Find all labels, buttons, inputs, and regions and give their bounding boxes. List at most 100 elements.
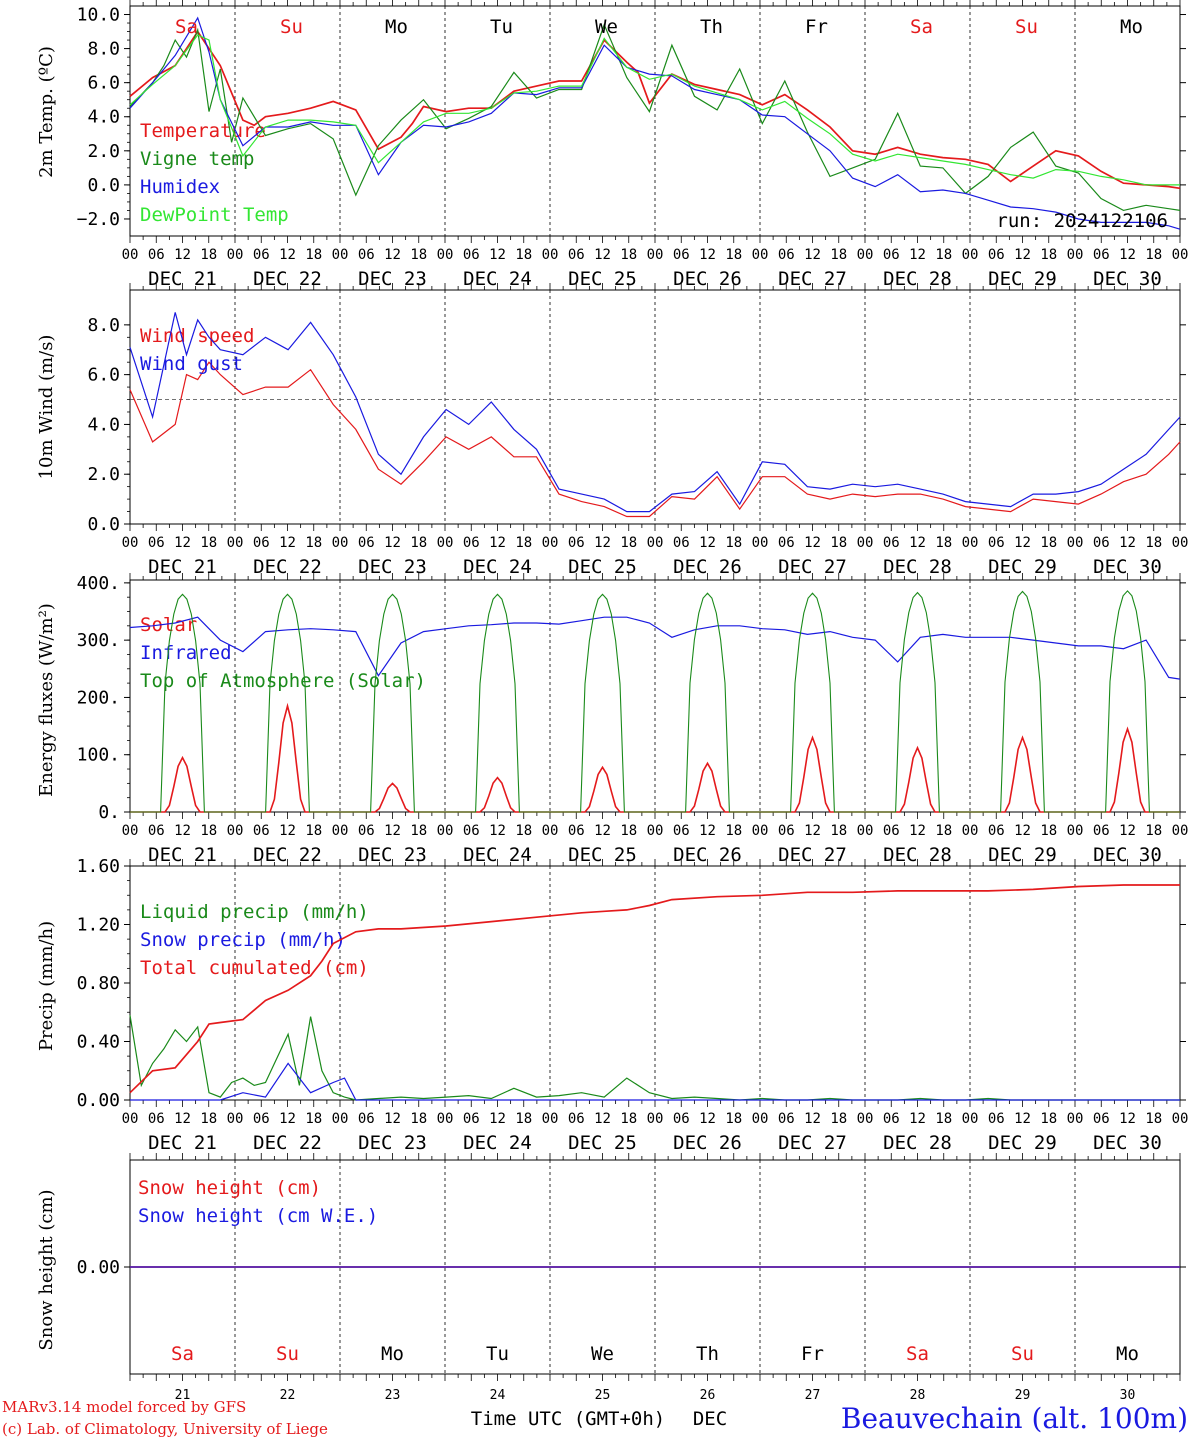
weekday-label: Tu <box>490 16 513 38</box>
x-day-label: DEC 23 <box>358 268 427 290</box>
x-hour-label: 18 <box>200 1111 217 1127</box>
x-day-label: DEC 30 <box>1093 844 1162 866</box>
x-hour-label: 18 <box>515 1111 532 1127</box>
x-day-label: DEC 28 <box>883 268 952 290</box>
x-day-label: DEC 23 <box>358 1132 427 1154</box>
y-tick-label: 8.0 <box>87 39 120 60</box>
weekday-label: We <box>591 1343 614 1365</box>
x-hour-label: 18 <box>305 1111 322 1127</box>
x-hour-label: 18 <box>935 1111 952 1127</box>
x-hour-label: 12 <box>804 823 821 839</box>
x-hour-label: 06 <box>673 247 690 263</box>
weekday-label: Th <box>700 16 723 38</box>
x-hour-label: 12 <box>174 247 191 263</box>
legend-entry: Infrared <box>140 642 232 664</box>
x-hour-label: 06 <box>778 823 795 839</box>
x-hour-label: 12 <box>699 823 716 839</box>
x-hour-label: 06 <box>883 823 900 839</box>
x-hour-label: 00 <box>1172 823 1189 839</box>
weekday-label: Fr <box>805 16 828 38</box>
y-axis-title: Precip (mm/h) <box>36 921 57 1051</box>
footer-model: MARv3.14 model forced by GFS <box>2 1398 246 1416</box>
x-hour-label: 06 <box>883 1111 900 1127</box>
weekday-label: Sa <box>910 16 933 38</box>
series-line-wind-speed <box>129 361 1181 518</box>
x-day-number: 23 <box>385 1388 401 1403</box>
x-hour-label: 12 <box>279 535 296 551</box>
weekday-label: Tu <box>486 1343 509 1365</box>
x-hour-label: 12 <box>1014 823 1031 839</box>
chart-panel-2: 8.0 6.0 4.0 2.0 0.0 10m Wind (m/s) 00 06 12 18 00 0… <box>36 283 1188 578</box>
y-tick-label: 0.0 <box>87 514 120 535</box>
x-day-number: 27 <box>805 1388 821 1403</box>
y-tick-label: 300. <box>77 630 120 651</box>
y-tick-label: 4.0 <box>87 414 120 435</box>
y-tick-label: −2.0 <box>77 209 120 230</box>
x-hour-label: 12 <box>1119 247 1136 263</box>
x-hour-label: 00 <box>857 823 874 839</box>
x-day-number: 26 <box>700 1388 716 1403</box>
x-hour-label: 12 <box>1014 1111 1031 1127</box>
x-day-label: DEC 29 <box>988 268 1057 290</box>
x-hour-label: 06 <box>463 535 480 551</box>
series-line-top-of-atmosphere-solar- <box>130 590 1180 813</box>
x-hour-label: 00 <box>752 1111 769 1127</box>
x-day-label: DEC 23 <box>358 556 427 578</box>
x-hour-label: 06 <box>778 1111 795 1127</box>
x-day-label: DEC 26 <box>673 1132 742 1154</box>
x-hour-label: 00 <box>332 535 349 551</box>
x-hour-label: 18 <box>935 247 952 263</box>
x-hour-label: 12 <box>174 1111 191 1127</box>
x-hour-label: 18 <box>1145 823 1162 839</box>
chart-panel-1: 10.0 8.0 6.0 4.0 2.0 0.0 −2.0 2m Temp. (ºC) 00 06… <box>36 0 1188 290</box>
legend-entry: Top of Atmosphere (Solar) <box>140 670 426 692</box>
legend-entry: Snow precip (mm/h) <box>140 929 346 951</box>
x-hour-label: 00 <box>962 823 979 839</box>
y-tick-label: 0.80 <box>77 973 120 994</box>
y-tick-label: 6.0 <box>87 365 120 386</box>
y-tick-label: 4.0 <box>87 107 120 128</box>
x-hour-label: 00 <box>437 247 454 263</box>
x-hour-label: 06 <box>883 535 900 551</box>
x-hour-label: 00 <box>437 823 454 839</box>
x-hour-label: 06 <box>463 1111 480 1127</box>
x-hour-label: 18 <box>725 247 742 263</box>
x-hour-label: 12 <box>909 535 926 551</box>
x-hour-label: 12 <box>804 247 821 263</box>
legend-entry: Liquid precip (mm/h) <box>140 901 369 923</box>
series-line-infrared <box>129 616 1181 680</box>
x-hour-label: 12 <box>279 1111 296 1127</box>
x-hour-label: 00 <box>962 247 979 263</box>
run-label: run: 2024122106 <box>996 210 1168 232</box>
x-hour-label: 12 <box>594 1111 611 1127</box>
x-hour-label: 06 <box>568 535 585 551</box>
x-day-label: DEC 22 <box>253 1132 322 1154</box>
x-hour-label: 00 <box>1172 1111 1189 1127</box>
x-hour-label: 12 <box>699 247 716 263</box>
legend-entry: Vigne temp <box>140 148 254 170</box>
x-hour-label: 12 <box>489 823 506 839</box>
x-hour-label: 12 <box>1119 1111 1136 1127</box>
x-hour-label: 18 <box>725 535 742 551</box>
x-hour-label: 00 <box>122 1111 139 1127</box>
y-axis-title: Snow height (cm) <box>36 1189 57 1350</box>
x-hour-label: 12 <box>174 535 191 551</box>
series-line-liquid-precip-mm-h- <box>129 1015 1180 1101</box>
x-day-label: DEC 28 <box>883 556 952 578</box>
y-tick-label: 100. <box>77 745 120 766</box>
series-line-vigne-temp <box>129 23 1181 212</box>
legend-entry: Solar <box>140 614 197 636</box>
y-tick-label: 0.00 <box>77 1257 120 1278</box>
x-hour-label: 18 <box>620 247 637 263</box>
x-hour-label: 18 <box>410 823 427 839</box>
x-hour-label: 06 <box>1093 535 1110 551</box>
x-hour-label: 06 <box>568 823 585 839</box>
x-day-label: DEC 25 <box>568 268 637 290</box>
x-hour-label: 06 <box>1093 1111 1110 1127</box>
x-day-label: DEC 27 <box>778 1132 847 1154</box>
legend-entry: Total cumulated (cm) <box>140 957 369 979</box>
x-hour-label: 06 <box>253 535 270 551</box>
x-hour-label: 06 <box>148 247 165 263</box>
x-hour-label: 18 <box>830 1111 847 1127</box>
x-hour-label: 12 <box>279 823 296 839</box>
